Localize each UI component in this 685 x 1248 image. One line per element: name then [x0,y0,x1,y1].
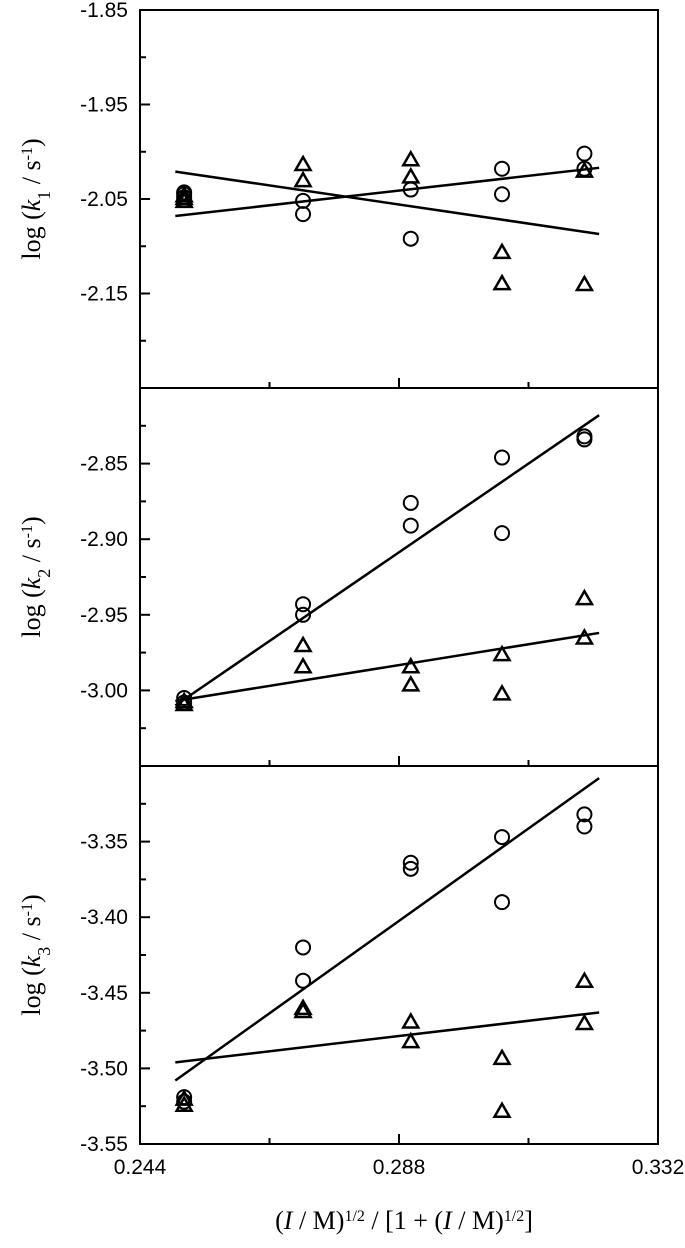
data-point-triangle [293,635,313,653]
y-tick-label: -2.95 [80,604,128,627]
y-tick-label: -2.15 [80,283,128,306]
data-point-circle [295,206,312,223]
y-tick-label: -1.85 [80,0,128,22]
data-point-circle [494,160,511,177]
data-point-triangle [174,185,194,203]
fit-line-circle [175,166,600,218]
data-point-triangle [574,161,595,178]
data-point-circle [402,494,419,511]
data-point-triangle [492,644,512,662]
data-point-triangle [401,149,421,167]
data-point-triangle [574,971,595,988]
data-point-triangle [492,273,512,291]
y-axis-title-2: log (k2 / s-1) [17,516,54,637]
data-point-circle [494,525,511,542]
data-point-triangle [574,627,595,645]
data-point-triangle [174,1089,194,1106]
data-point-circle [576,145,593,162]
fit-line-triangle [175,1011,600,1064]
y-tick-label: -2.90 [80,528,128,551]
data-point-triangle [574,1013,595,1031]
data-point-circle [402,860,419,877]
y-axis-title-1: log (k1 / s-1) [17,138,54,259]
y-tick-label: -2.05 [80,188,128,211]
data-point-circle [576,818,593,835]
y-tick-label: -3.40 [80,906,128,929]
fit-line-circle [174,777,600,1082]
plot-frame-3 [139,765,659,1145]
data-point-triangle [174,694,194,712]
data-point-circle [402,230,419,247]
data-point-circle [402,854,419,871]
data-point-circle [402,517,419,534]
data-point-triangle [293,656,313,674]
x-tick-label: 0.244 [114,1156,167,1179]
x-axis-title: (I / M)1/2 / [1 + (I / M)1/2] [275,1206,533,1235]
data-point-triangle [401,1012,421,1029]
data-point-triangle [174,188,194,206]
data-point-triangle [174,191,194,209]
data-point-triangle [401,166,421,184]
data-point-circle [494,449,511,466]
fit-line-circle [174,414,600,707]
y-tick-label: -1.95 [80,94,128,117]
fit-line-triangle [175,170,600,236]
data-point-triangle [492,1101,512,1118]
y-tick-label: -3.00 [80,679,128,702]
x-tick-label: 0.332 [632,1156,685,1179]
fit-line-triangle [175,631,600,703]
y-tick-label: -3.55 [80,1133,128,1156]
data-point-circle [295,596,312,613]
data-point-circle [576,431,593,448]
data-point-triangle [401,674,421,692]
data-point-triangle [174,1095,194,1112]
data-point-triangle [293,170,313,188]
y-axis-title-3: log (k3 / s-1) [17,894,54,1015]
data-point-circle [295,606,312,623]
data-point-triangle [574,588,595,606]
data-point-triangle [574,274,595,292]
data-point-circle [295,972,312,989]
plot-frame-1 [139,9,659,389]
data-point-circle [295,939,312,956]
data-point-circle [494,186,511,203]
y-tick-label: -2.85 [80,453,128,476]
data-point-triangle [492,683,512,701]
data-point-circle [494,894,511,911]
data-point-circle [494,829,511,846]
data-point-triangle [293,154,313,172]
data-point-triangle [174,691,194,709]
y-tick-label: -3.35 [80,831,128,854]
y-tick-label: -3.45 [80,982,128,1005]
data-point-triangle [492,242,512,260]
data-point-triangle [293,998,313,1016]
x-tick-label: 0.288 [373,1156,426,1179]
data-point-triangle [293,1001,313,1019]
y-tick-label: -3.50 [80,1057,128,1080]
data-point-circle [576,806,593,823]
data-point-triangle [401,1031,421,1049]
data-point-triangle [401,656,421,674]
data-point-triangle [492,1048,512,1066]
